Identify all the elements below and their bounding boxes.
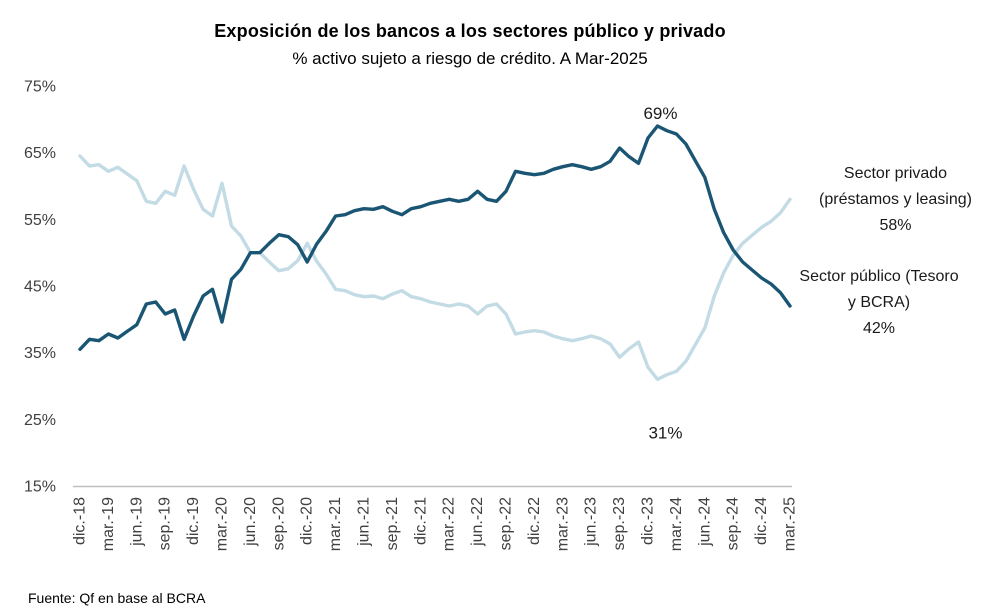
y-tick-label: 45% — [24, 279, 56, 296]
x-tick-label: sep.-20 — [270, 497, 287, 550]
series-label-public: Sector público (Tesoro y BCRA) 42% — [781, 264, 977, 342]
series-line-publico — [78, 124, 792, 351]
chart-title: Exposición de los bancos a los sectores … — [214, 21, 726, 41]
annotation-privado: 31% — [648, 423, 682, 442]
x-tick-label: mar.-24 — [668, 497, 685, 551]
series-label-public-name-line1: Sector público (Tesoro — [799, 268, 959, 285]
series-label-private-value: 58% — [879, 217, 912, 234]
series-label-public-value: 42% — [862, 320, 896, 337]
x-tick-label: dic.-19 — [185, 497, 202, 545]
y-tick-label: 75% — [24, 79, 56, 96]
x-tick-label: jun.-20 — [242, 497, 259, 547]
x-tick-label: jun.-23 — [583, 497, 600, 547]
y-tick-label: 15% — [24, 479, 56, 496]
series-line-privado — [78, 154, 792, 381]
x-tick-label: dic.-18 — [72, 497, 89, 545]
x-tick-label: mar.-23 — [554, 497, 571, 551]
y-tick-label: 55% — [24, 212, 56, 229]
chart-subtitle: % activo sujeto a riesgo de crédito. A M… — [292, 49, 648, 68]
x-tick-label: mar.-22 — [441, 497, 458, 551]
series-label-private-name-line1: Sector privado — [843, 165, 948, 182]
series-label-public-name-line2: y BCRA) — [847, 294, 911, 311]
x-tick-label: jun.-21 — [356, 497, 373, 547]
annotation-publico: 69% — [643, 104, 677, 123]
y-tick-label: 65% — [24, 145, 56, 162]
x-tick-label: dic.-22 — [526, 497, 543, 545]
series-label-private-name-line2: (préstamos y leasing) — [819, 191, 972, 208]
x-tick-label: sep.-22 — [498, 497, 515, 550]
x-tick-label: dic.-24 — [753, 497, 770, 545]
x-tick-label: jun.-19 — [128, 497, 145, 547]
x-tick-label: dic.-23 — [640, 497, 657, 545]
series-label-private: Sector privado (préstamos y leasing) 58% — [798, 161, 992, 239]
x-tick-label: sep.-23 — [611, 497, 628, 550]
y-tick-label: 25% — [24, 412, 56, 429]
source-note: Fuente: Qf en base al BCRA — [28, 590, 206, 606]
y-tick-label: 35% — [24, 345, 56, 362]
x-tick-label: mar.-20 — [214, 497, 231, 551]
x-tick-label: jun.-24 — [696, 497, 713, 547]
x-tick-label: mar.-21 — [327, 497, 344, 551]
x-tick-label: jun.-22 — [469, 497, 486, 547]
x-tick-label: sep.-24 — [725, 497, 742, 550]
x-tick-label: dic.-20 — [299, 497, 316, 545]
x-tick-label: sep.-21 — [384, 497, 401, 550]
x-tick-label: dic.-21 — [412, 497, 429, 545]
x-tick-label: mar.-19 — [100, 497, 117, 551]
x-tick-label: mar.-25 — [782, 497, 799, 551]
x-tick-label: sep.-19 — [157, 497, 174, 550]
